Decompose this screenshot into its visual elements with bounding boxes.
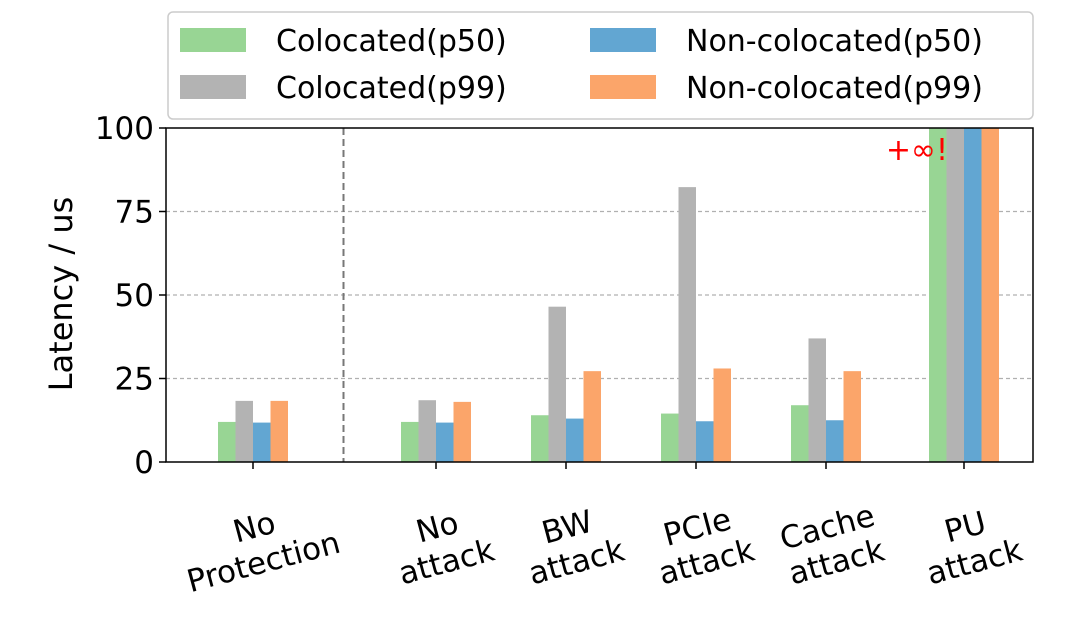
bar xyxy=(696,421,714,462)
y-tick-label: 100 xyxy=(95,111,154,147)
bar xyxy=(713,368,731,462)
legend-label: Colocated(p99) xyxy=(276,71,507,106)
legend-box xyxy=(167,11,1034,120)
bar xyxy=(791,405,809,462)
bars xyxy=(218,128,999,463)
legend-label: Non-colocated(p99) xyxy=(686,71,983,106)
legend: Colocated(p50) Colocated(p99) Non-colocate… xyxy=(167,11,1034,120)
bar xyxy=(531,415,549,462)
y-ticks: 0 25 50 75 100 xyxy=(95,111,166,481)
bar xyxy=(946,128,964,462)
bar xyxy=(253,422,271,462)
grid-lines xyxy=(166,210,1033,380)
y-tick-label: 50 xyxy=(115,278,154,314)
x-ticks: NoProtection NoattackBWattackPCIeattackCa… xyxy=(174,462,1027,600)
legend-swatch xyxy=(180,75,246,99)
legend-swatch xyxy=(180,28,246,52)
y-tick-label: 75 xyxy=(115,195,154,231)
x-tick-label: BWattack xyxy=(516,498,629,593)
y-tick-label: 0 xyxy=(134,445,154,481)
bar xyxy=(418,400,436,462)
bar xyxy=(548,306,566,462)
bar xyxy=(981,128,999,462)
x-tick-label: Cacheattack xyxy=(776,498,889,593)
bar xyxy=(678,187,696,463)
annotations: +∞! xyxy=(886,133,948,168)
bar xyxy=(808,338,826,462)
legend-swatch xyxy=(590,75,656,99)
legend-label: Non-colocated(p50) xyxy=(686,24,983,59)
bar xyxy=(583,371,601,462)
bar xyxy=(270,400,288,462)
bar xyxy=(235,400,253,462)
bar xyxy=(661,413,679,462)
bar xyxy=(566,418,584,462)
bar xyxy=(964,128,982,462)
bar xyxy=(401,421,419,462)
x-tick-label: PCIeattack xyxy=(646,498,759,593)
bar xyxy=(929,128,947,462)
bar xyxy=(436,422,454,462)
x-tick-label: Noattack xyxy=(386,498,499,593)
x-tick-label: NoProtection xyxy=(174,490,344,600)
x-tick-label: PUattack xyxy=(914,498,1027,593)
y-tick-label: 25 xyxy=(115,362,154,398)
bar xyxy=(826,420,844,462)
legend-label: Colocated(p50) xyxy=(276,24,507,59)
y-axis-label: Latency / us xyxy=(42,197,80,392)
bar xyxy=(843,371,861,462)
bar xyxy=(218,421,236,462)
bar xyxy=(453,401,471,462)
infinity-annotation: +∞! xyxy=(886,133,948,168)
legend-swatch xyxy=(590,28,656,52)
